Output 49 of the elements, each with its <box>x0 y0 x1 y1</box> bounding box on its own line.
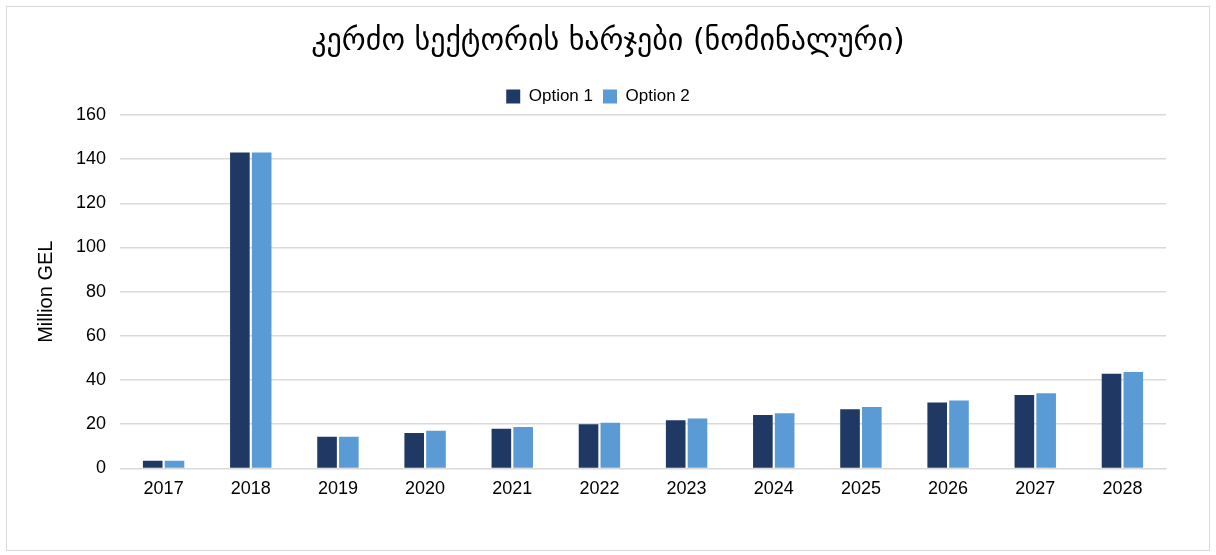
x-tick-label: 2018 <box>230 478 271 499</box>
x-tick-label: 2024 <box>753 478 794 499</box>
x-tick-label: 2020 <box>405 478 446 499</box>
y-tick-label: 40 <box>86 369 107 390</box>
bar <box>1036 393 1056 468</box>
y-tick-label: 120 <box>75 192 107 213</box>
bar <box>426 430 446 468</box>
bar <box>251 152 272 468</box>
y-tick-label: 0 <box>96 457 107 478</box>
bar <box>753 414 773 468</box>
bar <box>1123 371 1144 468</box>
bar <box>687 418 708 468</box>
bar <box>927 402 947 468</box>
y-tick-label: 100 <box>75 236 107 257</box>
x-tick-label: 2022 <box>579 478 620 499</box>
bar <box>404 433 425 468</box>
y-tick-label: 20 <box>86 413 107 434</box>
chart-title: კერძო სექტორის ხარჯები (ნომინალური) <box>310 22 906 57</box>
x-tick-label: 2028 <box>1102 478 1143 499</box>
bar <box>317 436 337 468</box>
x-tick-label: 2019 <box>317 478 358 499</box>
bar <box>840 409 860 468</box>
bar <box>491 428 512 468</box>
x-tick-label: 2026 <box>928 478 969 499</box>
bar <box>862 407 882 468</box>
bar <box>774 413 795 468</box>
y-axis-title: Million GEL <box>33 240 56 343</box>
y-tick-label: 80 <box>86 280 107 301</box>
bar <box>600 422 621 468</box>
bar <box>665 420 686 468</box>
x-tick-label: 2017 <box>143 478 184 499</box>
bar <box>142 460 163 468</box>
bar <box>1101 373 1122 468</box>
bar <box>578 424 599 468</box>
bar <box>230 152 250 468</box>
x-tick-label: 2027 <box>1015 478 1056 499</box>
x-tick-label: 2023 <box>666 478 707 499</box>
y-tick-label: 140 <box>75 148 107 169</box>
x-tick-label: 2025 <box>840 478 881 499</box>
y-tick-label: 160 <box>75 103 107 124</box>
bar <box>513 426 533 468</box>
legend-label: Option 1 <box>528 86 593 106</box>
bar <box>339 436 359 468</box>
legend-label: Option 2 <box>625 86 690 106</box>
x-tick-label: 2021 <box>492 478 533 499</box>
bar <box>1014 395 1035 468</box>
bar <box>164 460 185 468</box>
bar <box>949 400 969 468</box>
y-tick-label: 60 <box>86 324 107 345</box>
